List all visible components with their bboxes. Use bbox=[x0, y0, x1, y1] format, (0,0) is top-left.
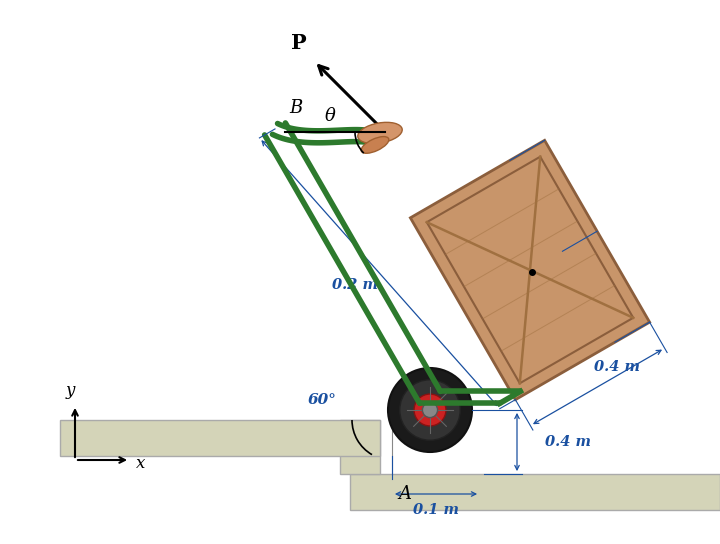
Polygon shape bbox=[340, 420, 380, 474]
Polygon shape bbox=[350, 474, 720, 510]
Circle shape bbox=[400, 380, 460, 440]
Ellipse shape bbox=[361, 137, 389, 153]
Circle shape bbox=[414, 394, 446, 426]
Text: A: A bbox=[398, 485, 412, 503]
Text: 0.1 m: 0.1 m bbox=[413, 503, 459, 517]
Text: 0.4 m: 0.4 m bbox=[595, 360, 641, 374]
Text: θ: θ bbox=[325, 107, 336, 125]
Text: 0.5 m: 0.5 m bbox=[544, 302, 590, 316]
Text: 60°: 60° bbox=[307, 393, 336, 407]
Circle shape bbox=[388, 368, 472, 452]
Text: 0.2 m: 0.2 m bbox=[332, 279, 377, 292]
Circle shape bbox=[423, 403, 438, 418]
Text: x: x bbox=[136, 455, 145, 473]
Text: y: y bbox=[66, 382, 75, 399]
Polygon shape bbox=[60, 420, 380, 456]
Text: B: B bbox=[289, 99, 302, 117]
Text: 0.4 m: 0.4 m bbox=[492, 211, 538, 225]
Ellipse shape bbox=[358, 122, 402, 144]
Text: 0.4 m: 0.4 m bbox=[545, 435, 591, 449]
Polygon shape bbox=[410, 140, 649, 400]
Text: G: G bbox=[540, 265, 554, 283]
Text: P: P bbox=[291, 33, 306, 53]
